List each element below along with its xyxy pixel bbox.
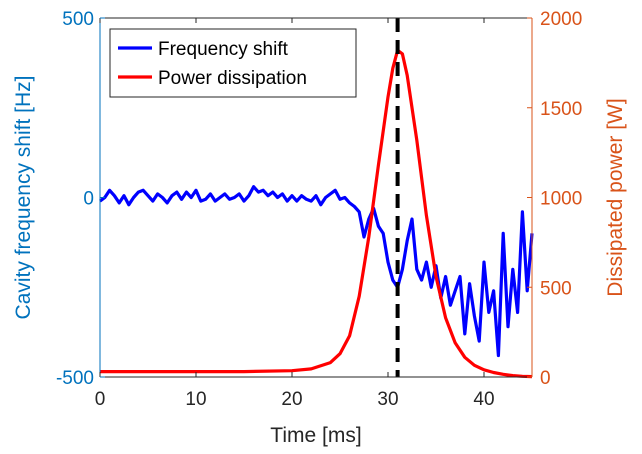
legend-box <box>109 28 357 98</box>
right-y-tick-label: 500 <box>540 278 572 299</box>
x-tick-label: 0 <box>95 389 106 410</box>
right-y-tick-label: 0 <box>540 368 551 389</box>
left-y-tick-label: -500 <box>56 368 94 389</box>
x-tick-label: 40 <box>473 389 494 410</box>
x-tick-label: 10 <box>185 389 206 410</box>
left-y-axis-label: Cavity frequency shift [Hz] <box>12 76 35 320</box>
x-tick-label: 30 <box>377 389 398 410</box>
frequency-shift-line <box>99 185 534 358</box>
right-y-axis-label: Dissipated power [W] <box>604 98 627 296</box>
legend-label: Frequency shift <box>158 39 289 60</box>
x-tick-label: 20 <box>281 389 302 410</box>
right-y-tick-label: 2000 <box>540 9 582 30</box>
power-dissipation-line <box>100 48 533 379</box>
right-y-tick-label: 1500 <box>540 99 582 120</box>
right-y-tick-label: 1000 <box>540 189 582 210</box>
x-axis-label: Time [ms] <box>270 424 361 447</box>
legend-label: Power dissipation <box>158 68 307 89</box>
left-y-tick-label: 0 <box>83 189 94 210</box>
left-y-tick-label: 500 <box>62 9 94 30</box>
